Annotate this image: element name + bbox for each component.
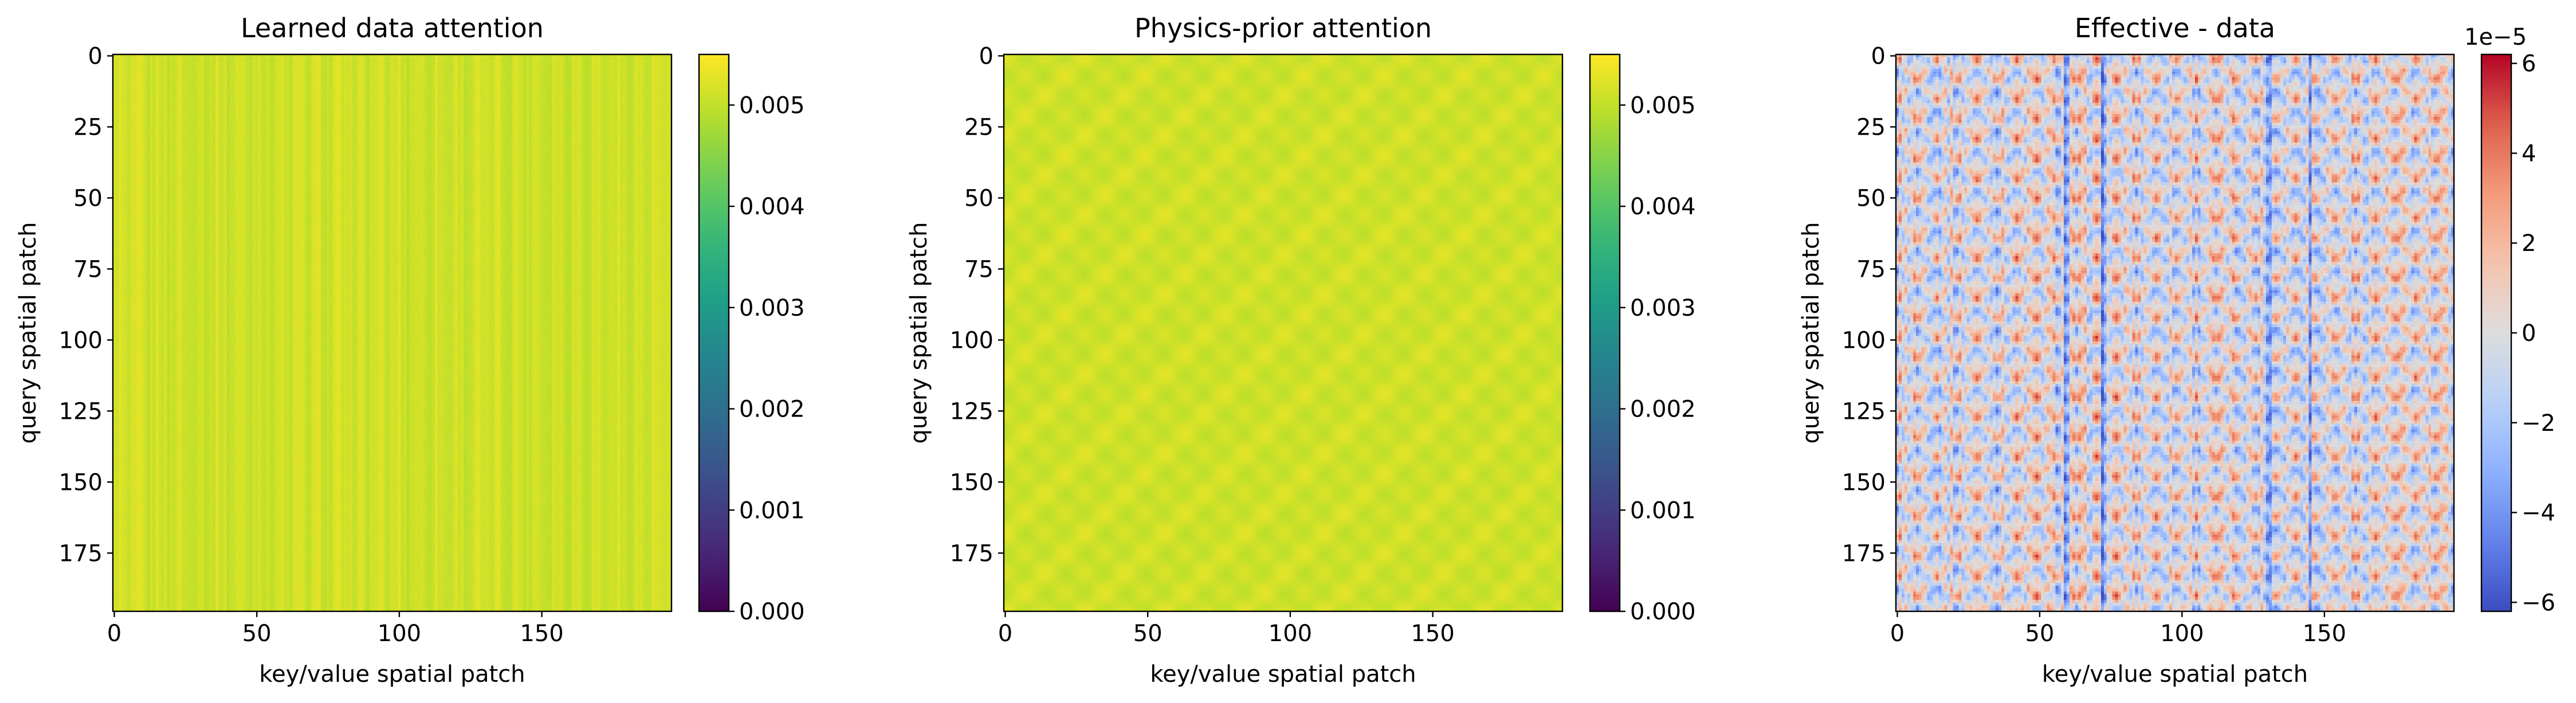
y-tick-label: 125 — [950, 398, 994, 425]
colorbar-tick-label: 0.001 — [1630, 497, 1696, 524]
y-tick-label: 75 — [964, 256, 994, 282]
colorbar-tick-label: 0.005 — [739, 92, 805, 119]
y-axis-label: query spatial patch — [1798, 222, 1824, 444]
y-tick-label: 0 — [1871, 43, 1886, 69]
colorbar-tick-label: 0.002 — [1630, 396, 1696, 423]
colorbar-tick-label: 0.004 — [739, 194, 805, 220]
y-tick-label: 25 — [964, 114, 994, 140]
heatmap-image — [1896, 54, 2454, 611]
chart-panel-2: 0 50 100 150 0 25 50 75 100 125 150 175 Physics-prio… — [906, 13, 1696, 688]
x-tick-label: 50 — [2025, 620, 2055, 647]
x-axis-label: key/value spatial patch — [1150, 661, 1416, 688]
y-tick-label: 175 — [1842, 540, 1886, 567]
y-tick-label: 0 — [979, 43, 994, 69]
y-tick-label: 50 — [73, 185, 103, 211]
y-tick-label: 125 — [59, 398, 103, 425]
x-tick-label: 50 — [1133, 620, 1163, 647]
x-tick-label: 100 — [2160, 620, 2204, 647]
axes-frame — [112, 53, 673, 612]
colorbar-frame — [698, 53, 730, 612]
y-tick-label: 150 — [1842, 469, 1886, 496]
colorbar — [699, 54, 729, 611]
axes-frame — [1895, 53, 2455, 612]
chart-panel-3: 0 50 100 150 0 25 50 75 100 125 150 175 Effective - … — [1798, 13, 2555, 688]
y-tick-label: 25 — [1856, 114, 1886, 140]
colorbar-tick-label: −4 — [2522, 500, 2555, 527]
colorbar-tick-label: −2 — [2522, 410, 2555, 437]
colorbar-tick-label: 0.000 — [739, 599, 805, 625]
y-tick-label: 0 — [88, 43, 103, 69]
colorbar-tick-label: 0.005 — [1630, 92, 1696, 119]
x-tick-label: 100 — [378, 620, 421, 647]
colorbar-tick-label: −6 — [2522, 590, 2555, 616]
x-tick-label: 100 — [1269, 620, 1312, 647]
x-tick-label: 0 — [998, 620, 1012, 647]
x-tick-label: 0 — [107, 620, 121, 647]
y-tick-label: 50 — [964, 185, 994, 211]
y-axis-label: query spatial patch — [906, 222, 932, 444]
colorbar — [1590, 54, 1620, 611]
y-tick-label: 125 — [1842, 398, 1886, 425]
axes-frame — [1003, 53, 1564, 612]
y-tick-label: 150 — [950, 469, 994, 496]
x-tick-label: 150 — [2303, 620, 2346, 647]
colorbar-tick-label: 0.002 — [739, 396, 805, 423]
colorbar-tick-label: 0.001 — [739, 497, 805, 524]
chart-title: Physics-prior attention — [1134, 13, 1432, 44]
chart-panel-1: 0 50 100 150 0 25 50 75 100 125 150 175 Learned data… — [15, 13, 805, 688]
y-tick-label: 75 — [73, 256, 103, 282]
colorbar-frame — [1589, 53, 1621, 612]
x-tick-label: 50 — [242, 620, 272, 647]
y-tick-label: 75 — [1856, 256, 1886, 282]
x-axis-label: key/value spatial patch — [259, 661, 525, 688]
colorbar-tick-label: 4 — [2522, 140, 2536, 167]
colorbar-tick-label: 2 — [2522, 230, 2536, 257]
y-tick-label: 25 — [73, 114, 103, 140]
colorbar-tick-label: 0 — [2522, 320, 2536, 347]
y-tick-label: 50 — [1856, 185, 1886, 211]
colorbar-tick-label: 0.004 — [1630, 194, 1696, 220]
y-tick-label: 100 — [1842, 327, 1886, 354]
chart-title: Effective - data — [2075, 13, 2275, 44]
y-tick-label: 175 — [950, 540, 994, 567]
colorbar-tick-label: 0.003 — [1630, 295, 1696, 321]
x-tick-label: 150 — [1411, 620, 1454, 647]
heatmap-image — [1004, 54, 1562, 611]
y-tick-label: 100 — [950, 327, 994, 354]
x-tick-label: 150 — [520, 620, 563, 647]
colorbar-tick-label: 0.000 — [1630, 599, 1696, 625]
y-tick-label: 150 — [59, 469, 103, 496]
y-tick-label: 175 — [59, 540, 103, 567]
colorbar-offset-label: 1e−5 — [2464, 24, 2527, 50]
colorbar-tick-label: 0.003 — [739, 295, 805, 321]
x-tick-label: 0 — [1890, 620, 1904, 647]
y-axis-label: query spatial patch — [15, 222, 41, 444]
heatmap-image — [113, 54, 672, 611]
colorbar-tick-label: 6 — [2522, 51, 2536, 77]
chart-title: Learned data attention — [241, 13, 544, 44]
x-axis-label: key/value spatial patch — [2042, 661, 2308, 688]
y-tick-label: 100 — [59, 327, 103, 354]
colorbar — [2481, 54, 2511, 611]
